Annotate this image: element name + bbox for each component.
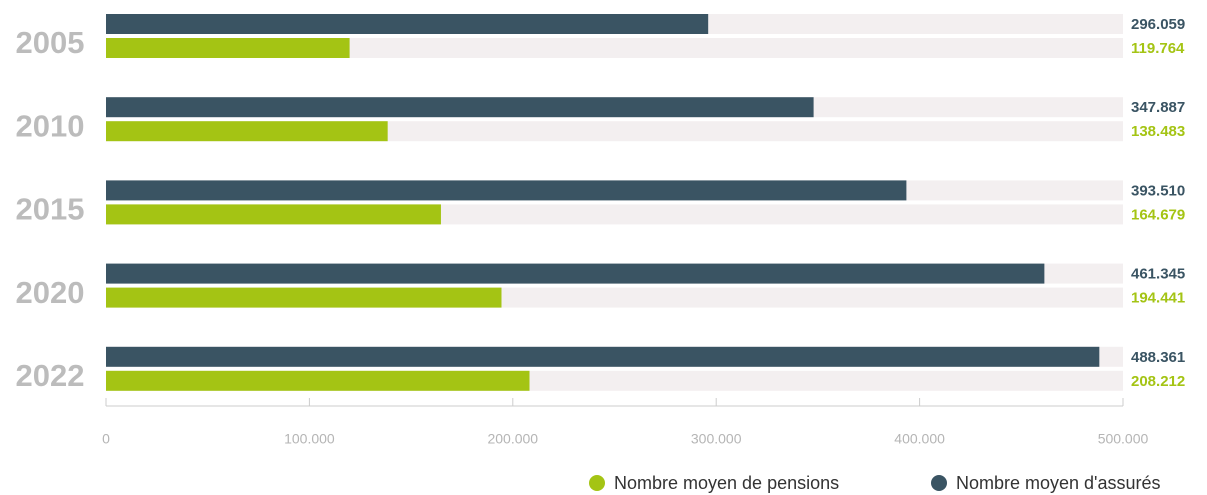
- legend-swatch: [589, 475, 605, 491]
- value-label: 119.764: [1131, 40, 1185, 57]
- category-label: 2015: [16, 192, 85, 227]
- bar-track: [106, 38, 1123, 58]
- bar: [106, 121, 388, 142]
- value-label: 138.483: [1131, 123, 1185, 140]
- x-tick-label: 500.000: [1098, 431, 1149, 447]
- value-label: 296.059: [1131, 16, 1185, 33]
- bar: [106, 204, 441, 225]
- bar: [106, 346, 1100, 367]
- x-tick-label: 100.000: [284, 431, 335, 447]
- x-tick-label: 0: [102, 431, 110, 447]
- bar: [106, 180, 907, 201]
- bar: [106, 263, 1045, 284]
- x-tick-label: 200.000: [487, 431, 538, 447]
- category-label: 2022: [16, 358, 85, 393]
- value-label: 488.361: [1131, 349, 1185, 366]
- bar: [106, 14, 709, 34]
- value-label: 194.441: [1131, 290, 1185, 307]
- legend-label: Nombre moyen de pensions: [614, 473, 839, 493]
- category-label: 2005: [16, 25, 85, 60]
- value-label: 208.212: [1131, 373, 1185, 390]
- x-tick-label: 300.000: [691, 431, 742, 447]
- legend-swatch: [931, 475, 947, 491]
- category-label: 2020: [16, 275, 85, 310]
- value-label: 164.679: [1131, 206, 1185, 223]
- x-tick-label: 400.000: [894, 431, 945, 447]
- category-label: 2010: [16, 108, 85, 143]
- value-label: 461.345: [1131, 266, 1185, 283]
- bar: [106, 97, 814, 118]
- value-label: 347.887: [1131, 99, 1185, 116]
- legend-label: Nombre moyen d'assurés: [956, 473, 1161, 493]
- value-label: 393.510: [1131, 182, 1185, 199]
- bar: [106, 370, 530, 391]
- bar: [106, 287, 502, 308]
- bar: [106, 38, 350, 58]
